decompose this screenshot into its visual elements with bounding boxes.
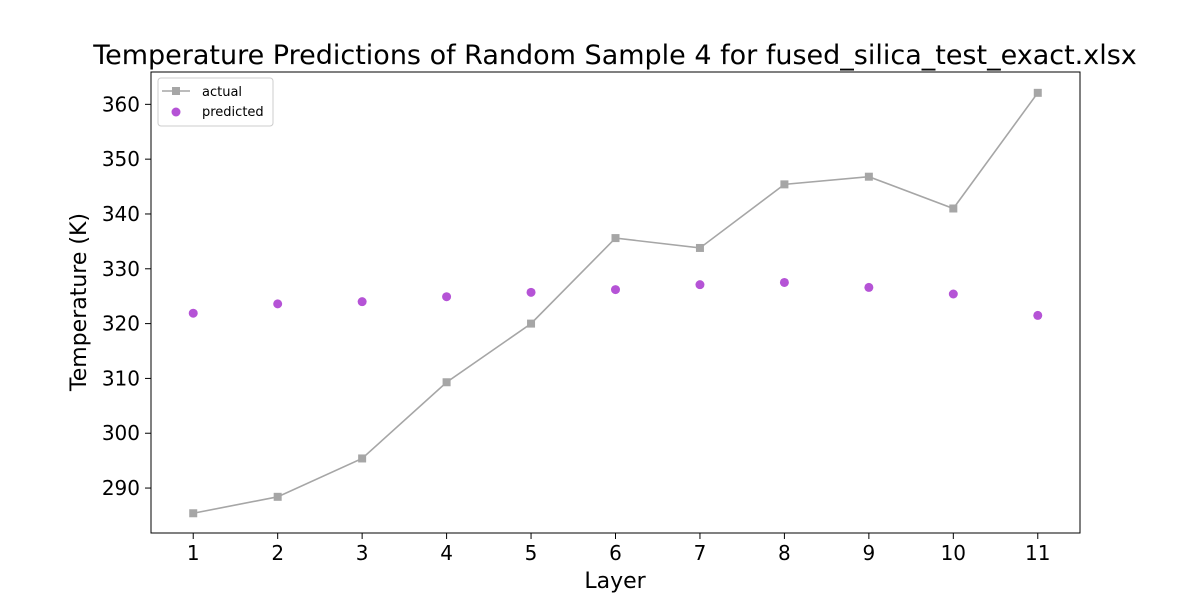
x-axis-label: Layer	[584, 569, 646, 594]
legend-box	[157, 77, 274, 127]
series-actual-point	[611, 234, 620, 243]
series-predicted-point	[948, 289, 958, 299]
series-actual-point	[1033, 88, 1042, 97]
legend-actual-label: actual	[202, 85, 242, 100]
series-actual-point	[358, 454, 367, 463]
series-predicted-point	[695, 280, 705, 290]
y-tick-label: 320	[102, 312, 140, 336]
x-tick-label: 7	[694, 541, 707, 565]
series-predicted-point	[273, 299, 283, 309]
y-tick-label: 330	[102, 257, 140, 281]
series-actual-point	[273, 492, 282, 501]
series-actual-point	[695, 243, 704, 252]
series-actual-point	[864, 172, 873, 181]
x-tick-label: 2	[271, 541, 284, 565]
legend-actual-marker-swatch	[172, 87, 180, 95]
x-tick-label: 3	[356, 541, 369, 565]
x-axis: 1 2 3 4 5 6 7 8 9 10 11	[187, 533, 1050, 565]
y-tick-label: 340	[102, 202, 140, 226]
y-tick-label: 300	[102, 421, 140, 445]
x-tick-label: 6	[609, 541, 622, 565]
series-actual-point	[527, 319, 536, 328]
x-tick-label: 9	[862, 541, 875, 565]
series-actual-point	[780, 180, 789, 189]
series-predicted-point	[779, 277, 789, 287]
legend-predicted-label: predicted	[202, 105, 264, 120]
y-tick-label: 290	[102, 476, 140, 500]
y-axis-label: Temperature (K)	[67, 213, 92, 392]
y-tick-label: 310	[102, 366, 140, 390]
legend: actual predicted	[157, 77, 274, 127]
series-predicted-point	[1033, 310, 1043, 320]
chart-title: Temperature Predictions of Random Sample…	[92, 40, 1137, 71]
series-predicted-point	[357, 297, 367, 307]
y-tick-label: 350	[102, 147, 140, 171]
x-tick-label: 5	[525, 541, 538, 565]
series-predicted-point	[188, 308, 198, 318]
series-predicted-point	[442, 292, 452, 302]
x-tick-label: 11	[1025, 541, 1050, 565]
series-layer	[188, 88, 1043, 518]
series-actual-point	[189, 509, 198, 518]
series-actual-point	[949, 204, 958, 213]
x-tick-label: 10	[941, 541, 966, 565]
y-axis: 290 300 310 320 330 340 350 360	[102, 92, 151, 500]
legend-predicted-marker-swatch	[171, 107, 181, 117]
series-actual-point	[442, 378, 451, 387]
x-tick-label: 1	[187, 541, 200, 565]
x-tick-label: 4	[440, 541, 453, 565]
series-predicted-point	[611, 285, 620, 295]
y-tick-label: 360	[102, 92, 140, 116]
series-predicted-point	[526, 287, 536, 297]
series-predicted-point	[864, 282, 874, 292]
x-tick-label: 8	[778, 541, 791, 565]
